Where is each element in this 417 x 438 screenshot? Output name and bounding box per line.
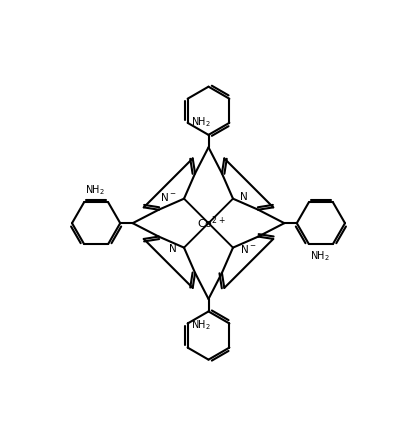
Text: NH$_2$: NH$_2$ [191, 115, 211, 129]
Text: N$^-$: N$^-$ [160, 191, 176, 203]
Text: N: N [241, 192, 248, 202]
Text: N$^-$: N$^-$ [241, 243, 257, 255]
Text: N: N [169, 244, 176, 254]
Text: Co$^{2+}$: Co$^{2+}$ [197, 215, 226, 231]
Text: NH$_2$: NH$_2$ [85, 184, 105, 197]
Text: NH$_2$: NH$_2$ [191, 318, 211, 332]
Text: NH$_2$: NH$_2$ [310, 249, 330, 263]
